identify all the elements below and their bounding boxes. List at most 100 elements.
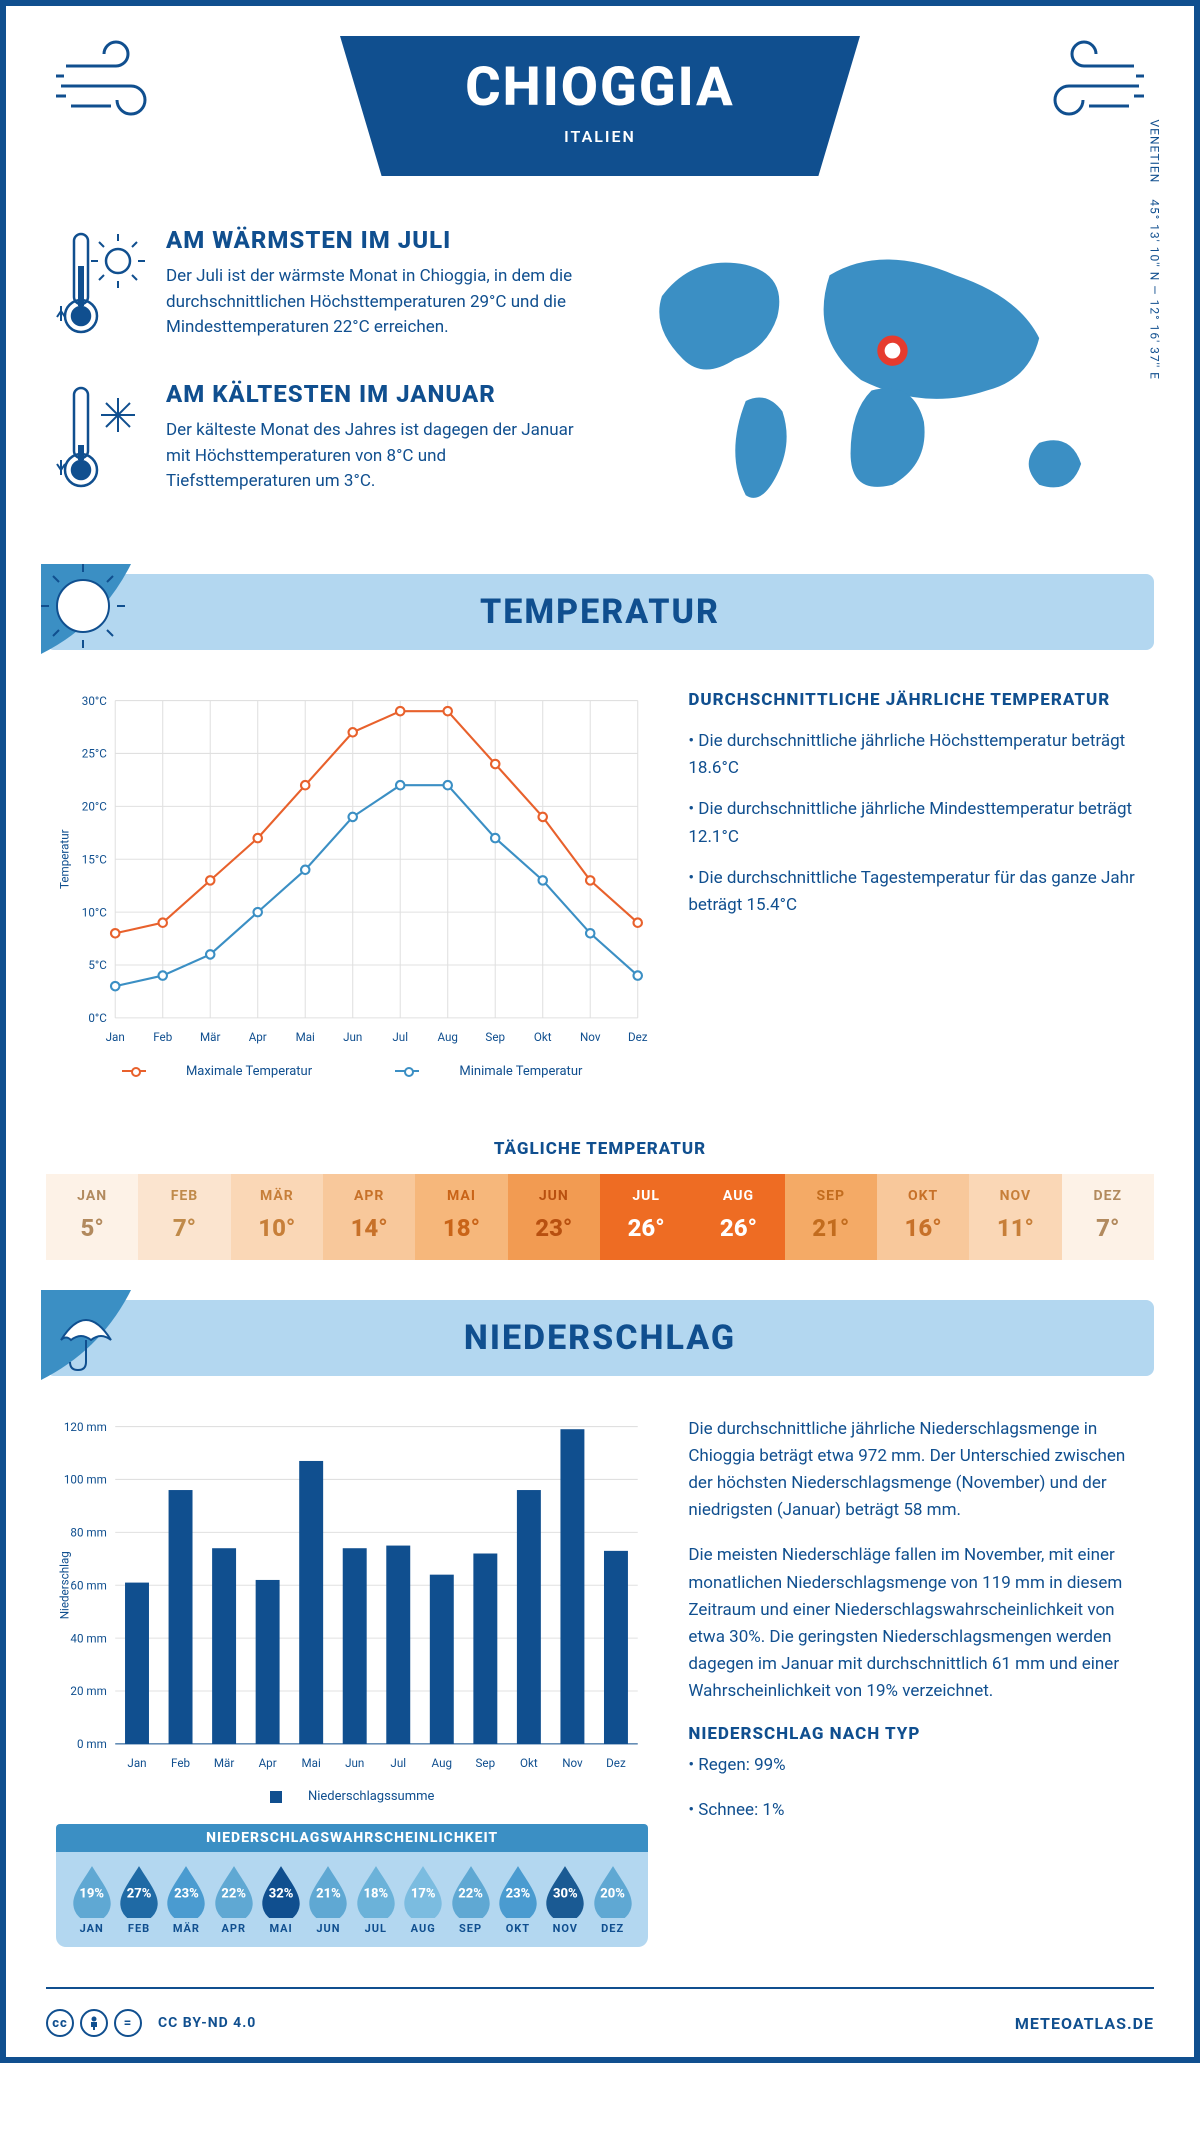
probability-cell: 19%JAN [68, 1864, 115, 1935]
daily-temp-cell: MÄR10° [231, 1174, 323, 1260]
svg-text:Temperatur: Temperatur [58, 829, 72, 889]
svg-text:Okt: Okt [534, 1030, 552, 1044]
daily-temp-cell: MAI18° [415, 1174, 507, 1260]
svg-text:Apr: Apr [259, 1756, 277, 1770]
svg-text:Nov: Nov [562, 1756, 583, 1770]
svg-text:30°C: 30°C [82, 694, 107, 708]
svg-text:Okt: Okt [520, 1756, 538, 1770]
svg-text:20 mm: 20 mm [70, 1684, 106, 1698]
sun-icon [41, 564, 141, 668]
precip-type-title: NIEDERSCHLAG NACH TYP [688, 1724, 1144, 1744]
daily-temp-cell: NOV11° [969, 1174, 1061, 1260]
svg-text:Apr: Apr [249, 1030, 267, 1044]
thermometer-hot-icon [56, 226, 146, 350]
svg-text:5°C: 5°C [88, 958, 107, 972]
svg-text:Sep: Sep [476, 1756, 496, 1770]
warmest-text: Der Juli ist der wärmste Monat in Chiogg… [166, 264, 580, 341]
svg-text:Feb: Feb [153, 1030, 172, 1044]
nd-icon: = [114, 2009, 142, 2037]
world-map-icon [620, 226, 1144, 534]
temperature-line-chart: 0°C 5°C 10°C 15°C 20°C 25°C 30°C Jan Feb Mär Apr Ma… [56, 690, 648, 1079]
svg-text:20°C: 20°C [82, 800, 107, 814]
daily-temp-title: TÄGLICHE TEMPERATUR [6, 1139, 1194, 1159]
daily-temp-cell: DEZ7° [1062, 1174, 1154, 1260]
average-line: • Die durchschnittliche jährliche Höchst… [688, 728, 1144, 782]
cc-icon: cc [46, 2009, 74, 2037]
license-text: CC BY-ND 4.0 [158, 2015, 256, 2031]
svg-text:25°C: 25°C [82, 747, 107, 761]
probability-cell: 18%JUL [352, 1864, 399, 1935]
svg-text:Jun: Jun [343, 1030, 362, 1044]
temperature-legend: Maximale Temperatur Minimale Temperatur [56, 1064, 648, 1079]
averages-title: DURCHSCHNITTLICHE JÄHRLICHE TEMPERATUR [688, 690, 1144, 710]
svg-text:Mai: Mai [296, 1030, 315, 1044]
daily-temp-cell: OKT16° [877, 1174, 969, 1260]
probability-cell: 27%FEB [115, 1864, 162, 1935]
svg-text:80 mm: 80 mm [70, 1525, 106, 1539]
svg-text:Mär: Mär [200, 1030, 220, 1044]
svg-text:0 mm: 0 mm [77, 1737, 107, 1751]
city-title: CHIOGGIA [400, 56, 800, 119]
svg-text:100 mm: 100 mm [64, 1472, 107, 1486]
thermometer-cold-icon [56, 380, 146, 504]
header: CHIOGGIA ITALIEN [6, 6, 1194, 196]
svg-text:Mai: Mai [302, 1756, 321, 1770]
coldest-title: AM KÄLTESTEN IM JANUAR [166, 380, 580, 408]
probability-cell: 32%MAI [257, 1864, 304, 1935]
coldest-block: AM KÄLTESTEN IM JANUAR Der kälteste Mona… [56, 380, 580, 504]
svg-text:Aug: Aug [437, 1030, 457, 1044]
world-map-container: VENETIEN 45° 13' 10'' N — 12° 16' 37'' E [620, 226, 1144, 534]
svg-text:Jul: Jul [392, 1030, 408, 1044]
wind-icon [56, 36, 166, 130]
temperature-section-header: TEMPERATUR [46, 574, 1154, 650]
daily-temp-cell: JUL26° [600, 1174, 692, 1260]
coldest-text: Der kälteste Monat des Jahres ist dagege… [166, 418, 580, 495]
svg-text:Mär: Mär [214, 1756, 234, 1770]
average-line: • Die durchschnittliche Tagestemperatur … [688, 865, 1144, 919]
daily-temp-cell: FEB7° [138, 1174, 230, 1260]
intro-section: AM WÄRMSTEN IM JULI Der Juli ist der wär… [6, 196, 1194, 574]
svg-text:15°C: 15°C [82, 852, 107, 866]
daily-temp-cell: JAN5° [46, 1174, 138, 1260]
wind-icon [1034, 36, 1144, 130]
svg-text:120 mm: 120 mm [64, 1419, 107, 1433]
precipitation-section-header: NIEDERSCHLAG [46, 1300, 1154, 1376]
svg-text:Jan: Jan [127, 1756, 146, 1770]
license-block: cc = CC BY-ND 4.0 [46, 2009, 256, 2037]
country-subtitle: ITALIEN [400, 127, 800, 146]
warmest-block: AM WÄRMSTEN IM JULI Der Juli ist der wär… [56, 226, 580, 350]
svg-text:Dez: Dez [628, 1030, 648, 1044]
svg-text:40 mm: 40 mm [70, 1631, 106, 1645]
probability-title: NIEDERSCHLAGSWAHRSCHEINLICHKEIT [56, 1824, 648, 1852]
svg-text:Dez: Dez [606, 1756, 626, 1770]
probability-cell: 17%AUG [400, 1864, 447, 1935]
site-name: METEOATLAS.DE [1015, 2014, 1154, 2033]
svg-text:Jan: Jan [106, 1030, 125, 1044]
svg-text:Niederschlag: Niederschlag [58, 1551, 72, 1619]
precipitation-content: 0 mm20 mm40 mm60 mm80 mm100 mm120 mmJanF… [6, 1376, 1194, 1978]
precipitation-text-column: Die durchschnittliche jährliche Niedersc… [688, 1416, 1144, 1948]
daily-temp-row: JAN5°FEB7°MÄR10°APR14°MAI18°JUN23°JUL26°… [46, 1174, 1154, 1260]
probability-cell: 22%SEP [447, 1864, 494, 1935]
daily-temp-cell: AUG26° [692, 1174, 784, 1260]
svg-text:Jun: Jun [345, 1756, 364, 1770]
svg-text:Feb: Feb [171, 1756, 190, 1770]
svg-text:Nov: Nov [580, 1030, 601, 1044]
precip-type-line: • Regen: 99% [688, 1752, 1144, 1779]
average-line: • Die durchschnittliche jährliche Mindes… [688, 796, 1144, 850]
precipitation-title: NIEDERSCHLAG [64, 1318, 1136, 1358]
probability-cell: 21%JUN [305, 1864, 352, 1935]
precipitation-chart-column: 0 mm20 mm40 mm60 mm80 mm100 mm120 mmJanF… [56, 1416, 648, 1948]
svg-text:0°C: 0°C [88, 1011, 107, 1025]
probability-cell: 23%OKT [494, 1864, 541, 1935]
by-icon [80, 2009, 108, 2037]
temperature-title: TEMPERATUR [64, 592, 1136, 632]
svg-text:Aug: Aug [432, 1756, 452, 1770]
svg-text:Jul: Jul [390, 1756, 406, 1770]
precipitation-probability-box: NIEDERSCHLAGSWAHRSCHEINLICHKEIT 19%JAN27… [56, 1824, 648, 1947]
probability-cell: 23%MÄR [163, 1864, 210, 1935]
svg-text:10°C: 10°C [82, 905, 107, 919]
precip-type-line: • Schnee: 1% [688, 1797, 1144, 1824]
precip-text-1: Die durchschnittliche jährliche Niedersc… [688, 1416, 1144, 1525]
daily-temp-cell: APR14° [323, 1174, 415, 1260]
